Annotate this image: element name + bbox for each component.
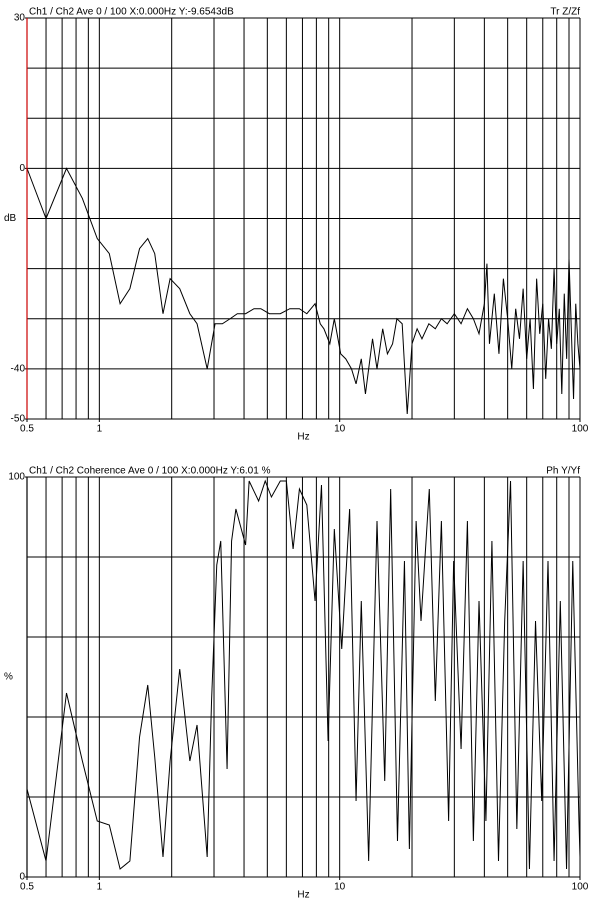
y-axis-label: dB <box>4 213 17 224</box>
x-tick-label: 0.5 <box>20 882 34 893</box>
y-tick-label: -50 <box>11 414 26 425</box>
x-tick-label: 10 <box>334 424 346 435</box>
x-axis-label: Hz <box>297 432 309 443</box>
x-axis-label: Hz <box>297 890 309 901</box>
y-tick-label: 100 <box>8 472 25 483</box>
x-tick-label: 100 <box>572 882 589 893</box>
x-tick-label: 1 <box>97 424 103 435</box>
data-line <box>26 167 581 415</box>
y-tick-label: 0 <box>19 872 25 883</box>
y-tick-label: -40 <box>11 364 26 375</box>
x-tick-label: 10 <box>334 882 346 893</box>
x-tick-label: 1 <box>97 882 103 893</box>
y-tick-label: 30 <box>14 13 26 24</box>
trace-label: Tr Z/Zf <box>550 7 580 18</box>
y-tick-label: 0 <box>19 163 25 174</box>
chart-title: Ch1 / Ch2 Coherence Ave 0 / 100 X:0.000H… <box>29 466 271 477</box>
x-tick-label: 0.5 <box>20 424 34 435</box>
chart-title: Ch1 / Ch2 Ave 0 / 100 X:0.000Hz Y:-9.654… <box>29 7 234 18</box>
y-axis-label: % <box>4 672 13 683</box>
x-tick-label: 100 <box>572 424 589 435</box>
data-line <box>26 479 581 870</box>
trace-label: Ph Y/Yf <box>546 466 580 477</box>
